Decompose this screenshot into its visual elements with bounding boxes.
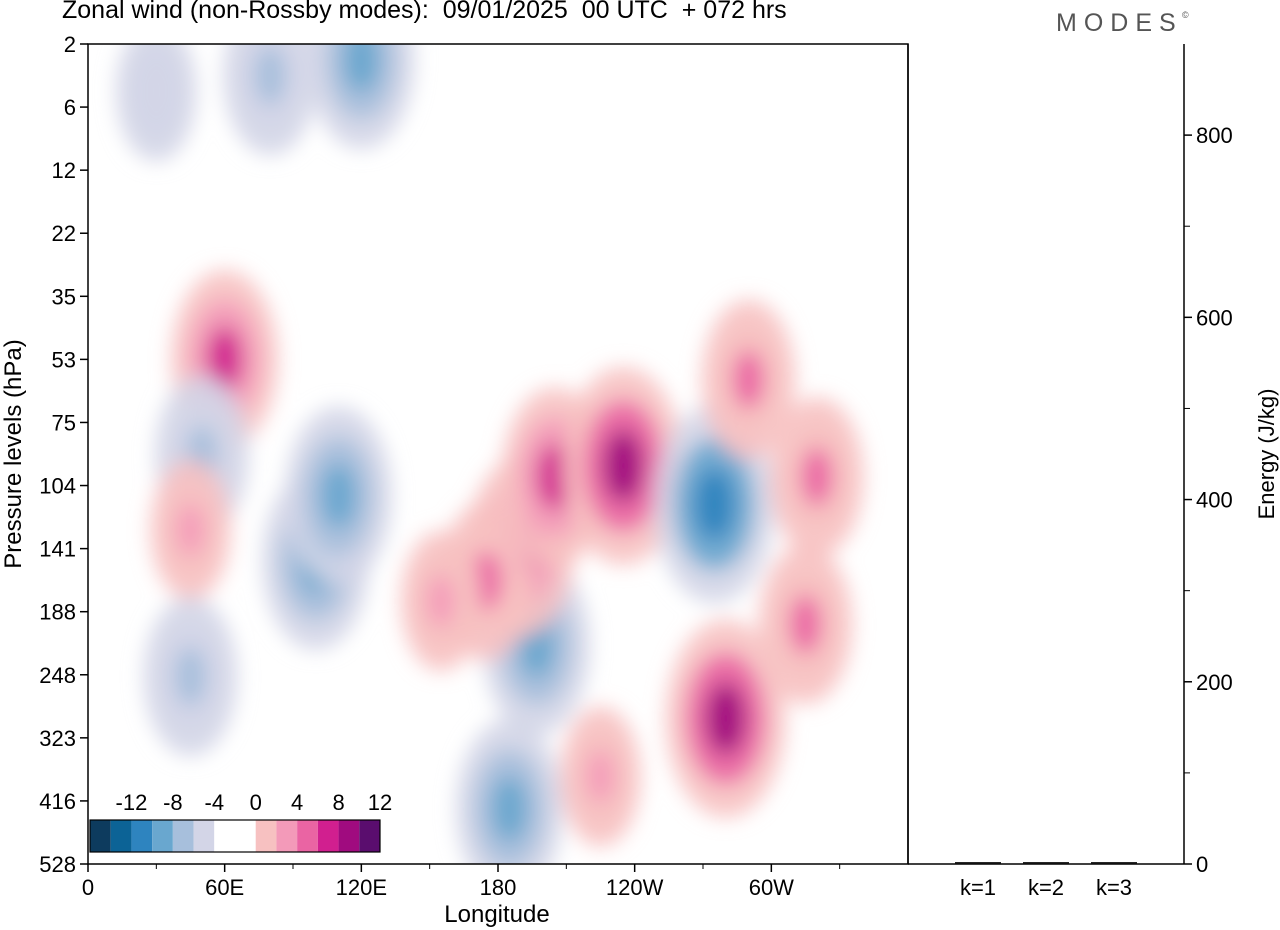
heatmap-field — [116, 44, 864, 864]
energy-bar — [1023, 862, 1069, 864]
colorbar-swatch — [338, 820, 360, 852]
y-tick-label: 104 — [39, 474, 76, 499]
brand-copyright-mark: © — [1182, 10, 1189, 20]
y-tick-label: 22 — [52, 221, 76, 246]
energy-category-label: k=2 — [1028, 875, 1064, 900]
anomaly-core — [174, 647, 207, 706]
y-tick-label: 6 — [64, 95, 76, 120]
energy-bar — [1091, 862, 1137, 864]
anomaly-core — [732, 350, 765, 409]
colorbar-swatch — [235, 820, 256, 852]
anomaly-core — [694, 467, 735, 541]
heatmap-axes: 0 60E 120E 180 120W 60W 2 6 12 22 35 53 75 104 141 188 2… — [39, 32, 841, 900]
x-axis-label: Longitude — [444, 901, 549, 928]
y-tick-label: 323 — [39, 726, 76, 751]
colorbar-frame — [89, 819, 381, 853]
y-tick-label: 2 — [64, 32, 76, 57]
energy-category-label: k=1 — [960, 875, 996, 900]
anomaly-core — [491, 776, 528, 842]
anomaly-core — [254, 46, 286, 105]
anomaly-core — [206, 326, 243, 393]
y-tick-label: 35 — [52, 284, 76, 309]
energy-axis-label: Energy (J/kg) — [1254, 389, 1279, 520]
x-tick-label: 60E — [205, 875, 244, 900]
energy-tick-label: 0 — [1196, 852, 1208, 877]
anomaly-group — [116, 44, 864, 864]
colorbar-label: 0 — [250, 790, 262, 815]
colorbar-swatch — [110, 820, 132, 852]
colorbar-swatch — [214, 820, 235, 852]
brand-logo: MODES — [1056, 9, 1183, 37]
colorbar-swatch — [276, 820, 298, 852]
colorbar-swatch — [255, 820, 277, 852]
x-tick-label: 120W — [606, 875, 664, 900]
anomaly-core — [177, 504, 204, 556]
anomaly-core — [705, 682, 746, 755]
x-tick-label: 120E — [336, 875, 387, 900]
colorbar-swatch — [131, 820, 153, 852]
energy-tick-label: 800 — [1196, 123, 1233, 148]
anomaly-core — [343, 44, 380, 93]
colorbar-swatch — [152, 820, 173, 852]
energy-category-label: k=3 — [1096, 875, 1132, 900]
energy-tick-label: 600 — [1196, 305, 1233, 330]
colorbar-legend: -12 -8 -4 0 4 8 12 — [89, 790, 392, 853]
y-axis-label: Pressure levels (hPa) — [0, 339, 27, 568]
x-tick-label: 60W — [749, 875, 794, 900]
colorbar-swatch — [90, 820, 111, 852]
y-tick-label: 75 — [52, 410, 76, 435]
anomaly-core — [142, 65, 170, 118]
colorbar-label: 12 — [368, 790, 392, 815]
y-tick-label: 141 — [39, 537, 76, 562]
anomaly-core — [789, 595, 822, 654]
colorbar-swatch — [317, 820, 339, 852]
colorbar-swatch — [297, 820, 318, 852]
anomaly-core — [320, 462, 357, 529]
y-tick-label: 188 — [39, 600, 76, 625]
y-tick-label: 528 — [39, 852, 76, 877]
colorbar-swatch — [172, 820, 194, 852]
energy-bar — [955, 862, 1001, 864]
y-tick-label: 416 — [39, 789, 76, 814]
anomaly-core — [587, 750, 614, 803]
chart-title: Zonal wind (non-Rossby modes): 09/01/202… — [62, 0, 787, 24]
colorbar-label: 8 — [332, 790, 344, 815]
colorbar-swatch — [359, 820, 380, 852]
energy-tick-label: 400 — [1196, 488, 1233, 513]
energy-tick-label: 200 — [1196, 670, 1233, 695]
colorbar-label: -4 — [205, 790, 225, 815]
x-tick-label: 0 — [82, 875, 94, 900]
y-tick-label: 12 — [52, 158, 76, 183]
anomaly-core — [427, 575, 455, 627]
y-tick-label: 53 — [52, 347, 76, 372]
colorbar-label: 4 — [291, 790, 303, 815]
anomaly-core — [801, 447, 833, 507]
y-tick-label: 248 — [39, 663, 76, 688]
colorbar-label: -8 — [163, 790, 183, 815]
x-tick-label: 180 — [480, 875, 517, 900]
energy-bar-chart: 0 200 400 600 800 k=1 k=2 k=3 — [955, 123, 1233, 900]
colorbar-label: -12 — [116, 790, 148, 815]
anomaly-core — [603, 429, 644, 503]
colorbar-swatch — [193, 820, 215, 852]
